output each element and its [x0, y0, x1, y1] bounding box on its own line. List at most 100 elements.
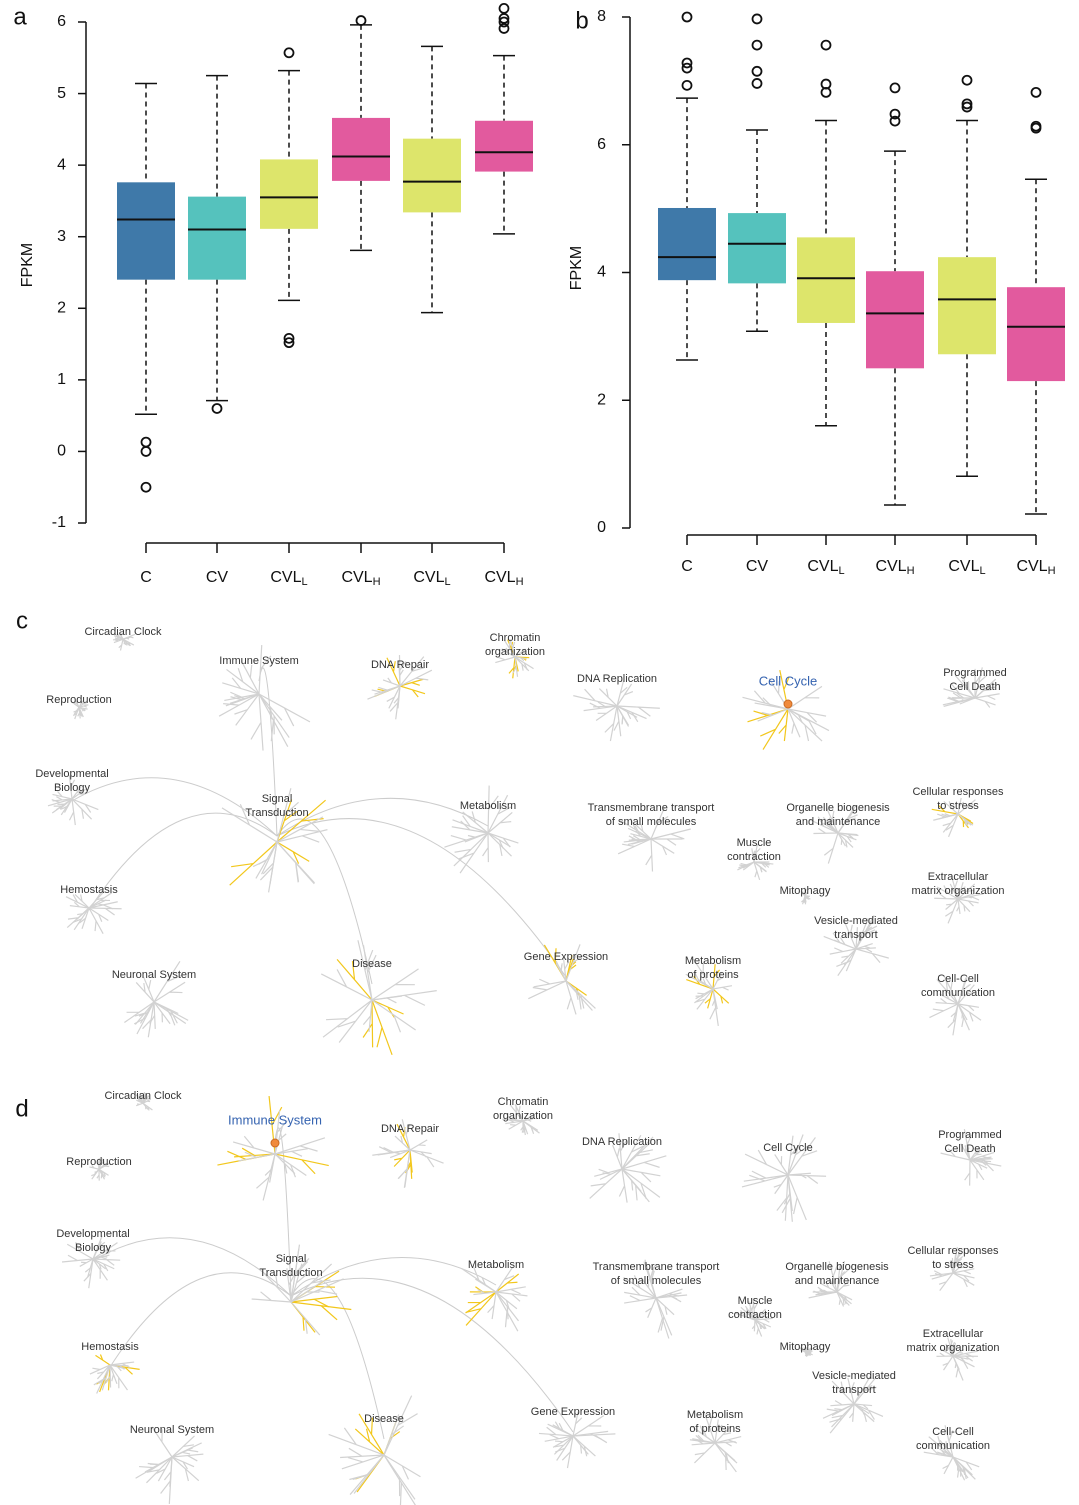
pathway-label: DNA Repair: [381, 1123, 439, 1135]
pathway-branch: [410, 1140, 427, 1150]
box: [475, 121, 533, 172]
outlier: [753, 67, 762, 76]
pathway-label: Signal: [262, 793, 293, 805]
pathway-branch: [496, 1292, 518, 1331]
pathway-branch: [646, 1298, 656, 1318]
pathway-branch: [384, 1455, 415, 1499]
x-tick-label: CVLL: [413, 569, 450, 588]
y-tick-label: 5: [57, 85, 66, 102]
pathway-branch: [384, 1455, 420, 1479]
pathway-branch: [157, 1457, 172, 1481]
pathway-branch: [624, 1287, 656, 1298]
pathway-branch: [854, 1404, 874, 1422]
outlier: [891, 83, 900, 92]
selected-node: [784, 700, 792, 708]
pathway-label: Muscle: [738, 1295, 773, 1307]
pathway-label: transport: [834, 929, 877, 941]
pathway-branch: [275, 1154, 329, 1174]
pathway-label: matrix organization: [907, 1342, 1000, 1354]
pathway-branch: [154, 1002, 188, 1023]
y-tick-label: 4: [597, 264, 606, 281]
pathway-branch: [172, 1436, 194, 1457]
pathway-label: Cellular responses: [907, 1245, 999, 1257]
box: [1007, 287, 1065, 381]
selected-node: [271, 1139, 279, 1147]
pathway-branch: [256, 1154, 275, 1200]
y-tick-label: 8: [597, 8, 606, 25]
pathway-branch: [233, 1136, 275, 1154]
pathway-label: of proteins: [689, 1423, 741, 1435]
pathway-label: of small molecules: [606, 816, 697, 828]
pathway-label: Extracellular: [923, 1328, 984, 1340]
pathway-label: DNA Repair: [371, 659, 429, 671]
pathway-branch: [836, 949, 856, 976]
pathway-label: Signal: [276, 1253, 307, 1265]
x-tick-label: CVLH: [875, 558, 914, 577]
pathway-branch: [488, 833, 518, 847]
panel-label: c: [16, 607, 28, 634]
y-axis-label: FPKM: [19, 243, 36, 287]
box: [260, 159, 318, 228]
pathway-branch: [943, 1356, 953, 1370]
pathway-label: Transmembrane transport: [593, 1261, 720, 1273]
outlier: [357, 16, 366, 25]
pathway-branch: [837, 1292, 849, 1305]
pathway-label: to stress: [932, 1259, 974, 1271]
pathway-branch: [573, 689, 617, 706]
outlier: [285, 48, 294, 57]
pathway-label: Cell Cycle: [763, 1142, 813, 1154]
outlier: [822, 41, 831, 50]
pathway-branch: [651, 829, 691, 839]
pathway-branch: [830, 1401, 854, 1406]
pathway-label: Metabolism: [460, 800, 516, 812]
outlier: [753, 41, 762, 50]
pathway-label: Disease: [364, 1413, 404, 1425]
box: [403, 139, 461, 213]
pathway-label: organization: [485, 646, 545, 658]
pathway-label: Transduction: [245, 807, 308, 819]
panel-label: a: [13, 3, 27, 30]
y-tick-label: 4: [57, 156, 66, 173]
pathway-branch: [943, 1457, 953, 1474]
pathway-branch: [824, 833, 838, 864]
pathway-label: Gene Expression: [524, 951, 608, 963]
pathway-label: Metabolism: [468, 1259, 524, 1271]
x-tick-label: C: [140, 569, 152, 586]
pathway-label: and maintenance: [795, 1275, 879, 1287]
connector-arc: [277, 819, 566, 977]
pathway-branch: [400, 686, 425, 697]
pathway-branch: [136, 1103, 143, 1105]
pathway-branch: [605, 706, 617, 741]
pathway-label: Vesicle-mediated: [814, 915, 898, 927]
pathway-label: DNA Replication: [582, 1136, 662, 1148]
pathway-label: Transmembrane transport: [588, 802, 715, 814]
pathway-branch: [154, 1002, 186, 1025]
pathway-branch: [372, 969, 419, 1000]
pathway-branch: [355, 1429, 384, 1455]
outlier: [1032, 88, 1041, 97]
pathway-branch: [172, 1457, 199, 1481]
pathway-label: Circadian Clock: [84, 626, 162, 638]
pathway-label: Organelle biogenesis: [786, 802, 890, 814]
outlier: [142, 447, 151, 456]
y-tick-label: 6: [597, 136, 606, 153]
page: {"chart_data": [ {"type": "box", "panel_…: [0, 0, 1079, 1505]
pathway-label: Developmental: [56, 1228, 129, 1240]
outlier: [753, 79, 762, 88]
pathway-label: Reproduction: [66, 1156, 131, 1168]
pathway-label: Metabolism: [687, 1409, 743, 1421]
pathway-label: matrix organization: [912, 885, 1005, 897]
pathway-label: Muscle: [737, 837, 772, 849]
pathway-branch: [622, 1169, 660, 1199]
pathway-branch: [788, 686, 822, 709]
pathway-label: Organelle biogenesis: [785, 1261, 889, 1273]
y-tick-label: -1: [52, 514, 66, 531]
pathway-label: Vesicle-mediated: [812, 1370, 896, 1382]
pathway-label: Immune System: [228, 1112, 322, 1127]
pathway-label: Programmed: [943, 667, 1007, 679]
pathway-label: and maintenance: [796, 816, 880, 828]
pathway-label: contraction: [728, 1309, 782, 1321]
pathway-branch: [965, 1160, 970, 1186]
pathway-label: Transduction: [259, 1267, 322, 1279]
pathway-label: Immune System: [219, 655, 298, 667]
